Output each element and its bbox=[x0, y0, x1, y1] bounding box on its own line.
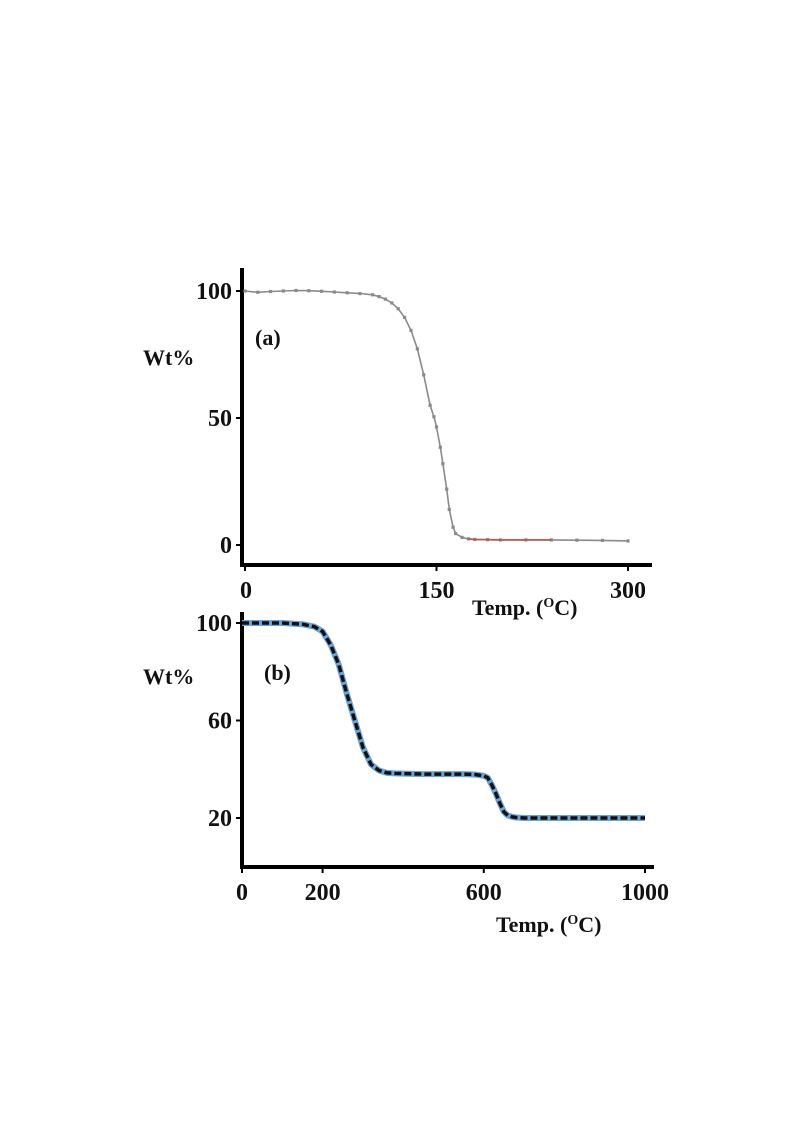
x-axis-label-a: Temp. (OC) bbox=[472, 595, 577, 620]
data-point bbox=[268, 289, 273, 294]
y-axis-label-a: Wt% bbox=[143, 345, 194, 370]
data-point bbox=[294, 288, 298, 293]
data-point bbox=[415, 347, 419, 351]
data-point bbox=[383, 297, 388, 301]
data-point bbox=[332, 290, 336, 294]
y-tick-label: 0 bbox=[220, 533, 232, 559]
data-point bbox=[358, 291, 362, 296]
chart-panel-b: 20 60 100 0 200 600 1000 Wt% (b) Temp. (OC) bbox=[143, 611, 669, 937]
x-tick-label: 300 bbox=[610, 578, 646, 604]
series-line bbox=[242, 621, 645, 820]
data-point bbox=[451, 525, 455, 529]
data-point bbox=[371, 293, 375, 297]
data-point bbox=[281, 289, 285, 293]
series-line-halo bbox=[242, 620, 645, 821]
x-tick-labels-b: 0 200 600 1000 bbox=[236, 880, 669, 906]
series-line-tail bbox=[468, 538, 552, 541]
data-point bbox=[422, 373, 426, 377]
data-point bbox=[445, 487, 449, 491]
data-point bbox=[320, 289, 324, 293]
data-point bbox=[447, 507, 451, 512]
data-point bbox=[377, 294, 381, 299]
data-point bbox=[256, 290, 260, 294]
y-tick-label: 100 bbox=[196, 611, 232, 637]
x-tick-labels-a: 0 150 300 bbox=[240, 578, 646, 604]
x-tick-label: 0 bbox=[236, 880, 248, 906]
data-point bbox=[396, 307, 400, 311]
data-point bbox=[390, 301, 394, 305]
series-line bbox=[244, 289, 629, 542]
tick-marks-a bbox=[236, 290, 629, 571]
x-tick-label: 1000 bbox=[621, 880, 669, 906]
data-point bbox=[454, 531, 458, 536]
y-tick-label: 50 bbox=[208, 406, 232, 432]
x-tick-label: 0 bbox=[240, 578, 252, 604]
tick-marks-b bbox=[236, 622, 646, 873]
y-axis-label-b: Wt% bbox=[143, 664, 194, 689]
y-tick-labels-a: 0 50 100 bbox=[196, 279, 232, 559]
y-tick-label: 20 bbox=[208, 806, 232, 832]
panel-label-a: (a) bbox=[255, 325, 281, 350]
data-point bbox=[432, 415, 436, 419]
y-tick-label: 100 bbox=[196, 279, 232, 305]
x-tick-label: 600 bbox=[466, 880, 502, 906]
panel-label-b: (b) bbox=[264, 660, 291, 685]
data-point bbox=[438, 445, 442, 449]
series-lines-b bbox=[242, 620, 645, 821]
data-point bbox=[626, 539, 630, 543]
data-point bbox=[243, 289, 247, 293]
data-point bbox=[345, 291, 349, 295]
data-point bbox=[460, 535, 464, 539]
x-tick-label: 200 bbox=[305, 880, 341, 906]
y-tick-label: 60 bbox=[208, 709, 232, 735]
data-point bbox=[402, 315, 407, 320]
series-lines-a bbox=[243, 288, 630, 543]
chart-panel-a: 0 50 100 0 150 300 Wt% (a) Temp. (OC) bbox=[143, 268, 652, 620]
data-point bbox=[575, 538, 579, 542]
data-point bbox=[441, 462, 445, 466]
data-point bbox=[409, 328, 413, 332]
x-axis-label-b: Temp. (OC) bbox=[496, 912, 601, 937]
y-tick-labels-b: 20 60 100 bbox=[196, 611, 232, 832]
data-point bbox=[307, 289, 311, 293]
data-point bbox=[428, 403, 432, 407]
data-point bbox=[600, 538, 605, 543]
data-point bbox=[434, 425, 439, 429]
x-tick-label: 150 bbox=[419, 578, 455, 604]
